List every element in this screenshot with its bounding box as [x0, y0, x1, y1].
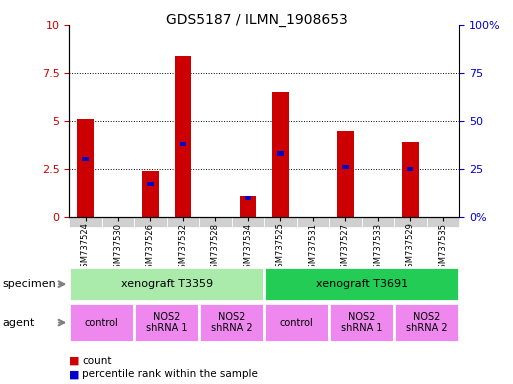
Bar — [69, 217, 102, 227]
Text: ■: ■ — [69, 369, 80, 379]
Bar — [175, 56, 191, 217]
Bar — [245, 196, 251, 200]
Bar — [402, 142, 419, 217]
Bar — [199, 217, 232, 227]
Text: percentile rank within the sample: percentile rank within the sample — [82, 369, 258, 379]
Bar — [69, 267, 264, 301]
Bar — [69, 303, 134, 342]
Text: ■: ■ — [69, 356, 80, 366]
Bar — [278, 152, 284, 156]
Bar — [147, 182, 153, 187]
Bar — [180, 142, 186, 146]
Bar — [329, 217, 362, 227]
Bar — [102, 217, 134, 227]
Text: NOS2
shRNA 1: NOS2 shRNA 1 — [146, 312, 187, 333]
Text: GDS5187 / ILMN_1908653: GDS5187 / ILMN_1908653 — [166, 13, 347, 27]
Text: specimen: specimen — [3, 279, 56, 289]
Bar — [362, 217, 394, 227]
Bar — [142, 171, 159, 217]
Bar — [342, 165, 348, 169]
Text: NOS2
shRNA 2: NOS2 shRNA 2 — [406, 312, 447, 333]
Text: control: control — [280, 318, 313, 328]
Bar — [264, 303, 329, 342]
Text: xenograft T3691: xenograft T3691 — [315, 279, 408, 289]
Text: xenograft T3359: xenograft T3359 — [121, 279, 213, 289]
Text: control: control — [85, 318, 119, 328]
Bar — [199, 303, 264, 342]
Bar — [407, 167, 413, 171]
Bar — [264, 267, 459, 301]
Bar — [329, 303, 394, 342]
Text: count: count — [82, 356, 112, 366]
Bar — [134, 217, 167, 227]
Bar — [337, 131, 353, 217]
Bar — [264, 217, 297, 227]
Bar — [83, 157, 89, 162]
Bar — [134, 303, 199, 342]
Bar — [272, 92, 288, 217]
Bar — [240, 196, 256, 217]
Bar — [394, 303, 459, 342]
Bar — [77, 119, 93, 217]
Bar — [232, 217, 264, 227]
Bar — [297, 217, 329, 227]
Text: NOS2
shRNA 2: NOS2 shRNA 2 — [211, 312, 252, 333]
Text: agent: agent — [3, 318, 35, 328]
Text: NOS2
shRNA 1: NOS2 shRNA 1 — [341, 312, 382, 333]
Bar — [394, 217, 427, 227]
Bar — [427, 217, 459, 227]
Bar — [167, 217, 199, 227]
